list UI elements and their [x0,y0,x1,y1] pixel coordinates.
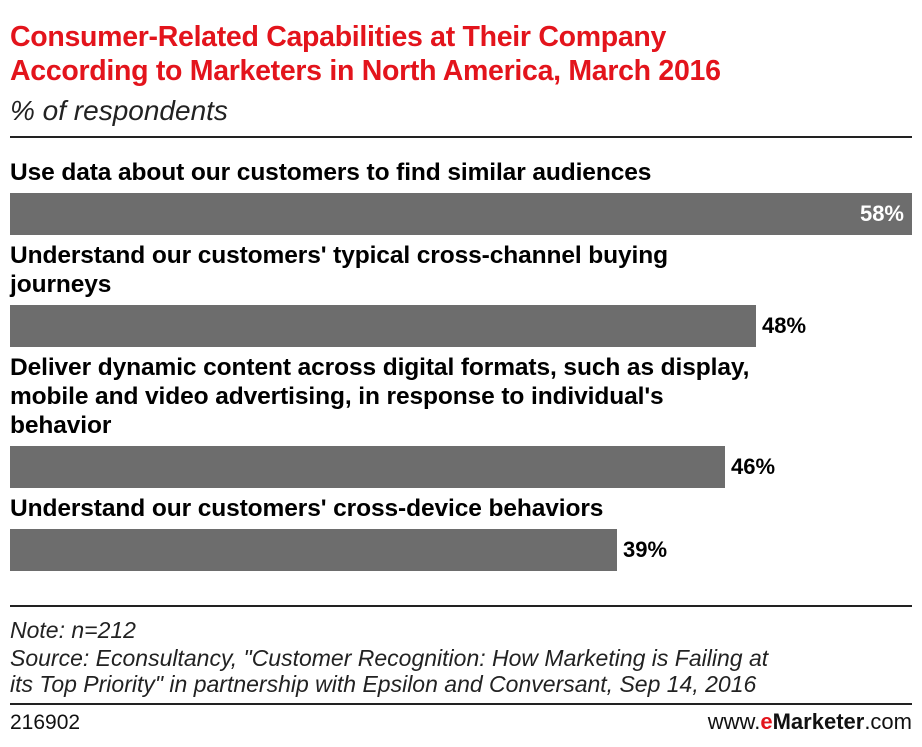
bar-category-label-line: Deliver dynamic content across digital f… [10,354,750,381]
bar-category-label: Understand our customers' typical cross-… [10,241,910,299]
bar-category-label-line: mobile and video advertising, in respons… [10,383,664,410]
bar-category-label: Use data about our customers to find sim… [10,158,910,187]
bar-category-label-line: journeys [10,271,112,298]
bar-value-label: 48% [762,313,807,338]
bar-category-label: Understand our customers' cross-device b… [10,494,910,523]
chart-title-line-1: Consumer-Related Capabilities at Their C… [10,21,667,53]
bottom-divider [10,605,912,607]
chart-subtitle: % of respondents [10,95,228,126]
source-line-1: Source: Econsultancy, "Customer Recognit… [10,645,769,671]
bar-value-label: 46% [731,454,776,479]
brand-suffix: .com [864,709,912,734]
bar [10,529,617,571]
top-divider [10,136,912,138]
bar-category-label-line: Understand our customers' typical cross-… [10,242,668,269]
bar-category-label-line: behavior [10,412,112,439]
bar-category-label-line: Understand our customers' cross-device b… [10,495,604,522]
bar [10,193,912,235]
bar-category-label: Deliver dynamic content across digital f… [10,353,910,440]
chart-title: Consumer-Related Capabilities at Their C… [10,20,915,88]
brand-mid: Marketer [772,709,865,734]
chart-title-line-2: According to Marketers in North America,… [10,55,721,87]
bar [10,305,756,347]
note-text: Note: n=212 [10,617,136,643]
bar-category-label-line: Use data about our customers to find sim… [10,159,652,186]
bar-value-label: 58% [859,201,904,226]
brand-prefix: www. [707,709,761,734]
chart-id: 216902 [10,711,81,734]
bar [10,446,725,488]
emarketer-logo: www.eMarketer.com [708,708,912,736]
source-line-2: its Top Priority" in partnership with Ep… [10,671,757,697]
brand-e: e [760,709,773,734]
bar-value-label: 39% [623,537,668,562]
footer-divider [10,703,912,705]
